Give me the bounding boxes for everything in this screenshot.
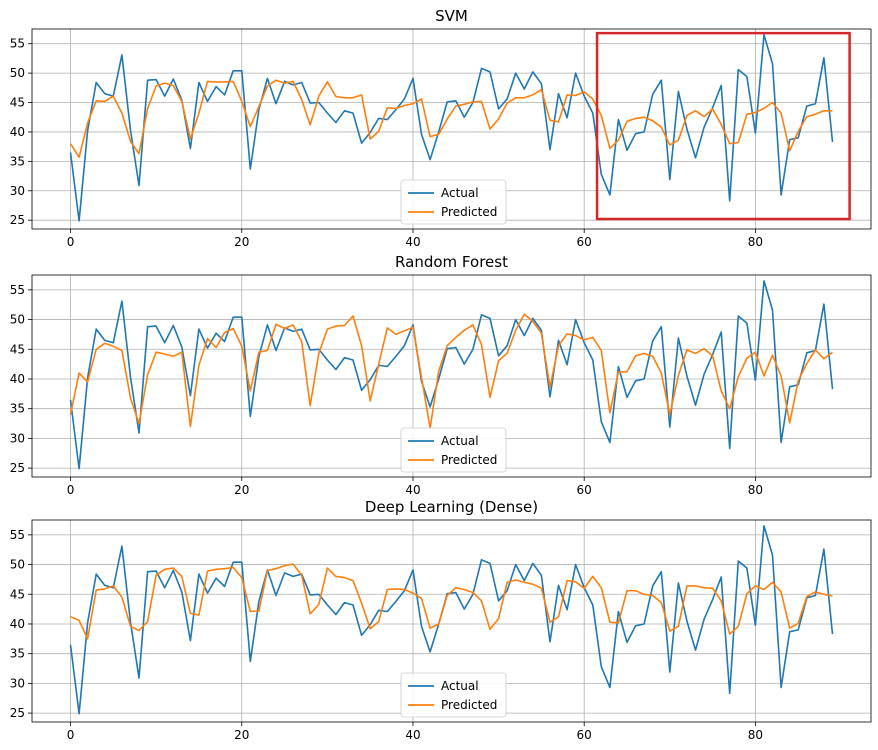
y-tick-label: 30 xyxy=(10,431,25,445)
x-tick-label: 60 xyxy=(577,235,592,249)
x-tick-label: 20 xyxy=(234,728,249,742)
series-line-predicted xyxy=(69,313,833,430)
legend: Actual Predicted xyxy=(400,427,507,473)
legend-label-predicted: Predicted xyxy=(441,453,497,467)
x-tick-label: 0 xyxy=(67,235,75,249)
legend-label-predicted: Predicted xyxy=(441,205,497,219)
y-tick-label: 45 xyxy=(10,96,25,110)
x-tick-label: 20 xyxy=(234,483,249,497)
chart-title: SVM xyxy=(435,7,468,25)
x-tick-label: 0 xyxy=(67,483,75,497)
y-tick-label: 50 xyxy=(10,66,25,80)
y-tick-label: 30 xyxy=(10,184,25,198)
y-tick-label: 50 xyxy=(10,558,25,572)
y-tick-label: 55 xyxy=(10,37,25,51)
y-tick-label: 35 xyxy=(10,647,25,661)
x-tick-label: 80 xyxy=(748,728,763,742)
axes-frame xyxy=(31,274,872,478)
series-line-predicted xyxy=(69,79,833,158)
x-tick-label: 40 xyxy=(405,235,420,249)
y-tick-label: 55 xyxy=(10,528,25,542)
y-tick-label: 40 xyxy=(10,372,25,386)
y-tick-label: 45 xyxy=(10,587,25,601)
x-tick-label: 60 xyxy=(577,728,592,742)
x-tick-label: 40 xyxy=(405,728,420,742)
legend-label-predicted: Predicted xyxy=(441,698,497,712)
y-tick-label: 40 xyxy=(10,617,25,631)
x-tick-label: 40 xyxy=(405,483,420,497)
chart-title: Deep Learning (Dense) xyxy=(365,498,538,516)
y-tick-label: 35 xyxy=(10,154,25,168)
x-tick-label: 20 xyxy=(234,235,249,249)
x-tick-label: 80 xyxy=(748,483,763,497)
y-tick-label: 25 xyxy=(10,461,25,475)
legend-box xyxy=(400,179,507,225)
series-line-actual xyxy=(69,34,834,222)
series-line-predicted xyxy=(70,563,833,640)
y-tick-label: 35 xyxy=(10,402,25,416)
x-tick-label: 80 xyxy=(748,235,763,249)
chart-panel-2: Random Forest 0 20 40 60 80 25 30 35 40 45 50 55 Actu… xyxy=(10,253,872,497)
y-tick-label: 30 xyxy=(10,676,25,690)
y-tick-label: 40 xyxy=(10,125,25,139)
y-tick-label: 25 xyxy=(10,213,25,227)
chart-panel-1: SVM 0 20 40 60 80 25 30 35 40 45 50 55 Actual Predicte… xyxy=(10,7,872,249)
y-tick-label: 25 xyxy=(10,706,25,720)
y-tick-label: 55 xyxy=(10,283,25,297)
chart-panel-3: Deep Learning (Dense) 0 20 40 60 80 25 30 35 40 45… xyxy=(10,498,872,742)
highlight-box xyxy=(595,31,851,221)
legend-label-actual: Actual xyxy=(441,434,479,448)
legend-box xyxy=(400,427,507,473)
legend-label-actual: Actual xyxy=(441,679,479,693)
axes-frame xyxy=(31,28,872,230)
series-line-actual xyxy=(69,280,834,470)
y-tick-label: 50 xyxy=(10,313,25,327)
legend: Actual Predicted xyxy=(400,179,507,225)
chart-title: Random Forest xyxy=(395,253,508,271)
x-tick-label: 60 xyxy=(577,483,592,497)
x-tick-label: 0 xyxy=(67,728,75,742)
axes-frame xyxy=(31,519,872,723)
series-line-actual xyxy=(69,525,834,715)
legend-box xyxy=(400,672,507,718)
y-tick-label: 45 xyxy=(10,342,25,356)
legend: Actual Predicted xyxy=(400,672,507,718)
legend-label-actual: Actual xyxy=(441,186,479,200)
